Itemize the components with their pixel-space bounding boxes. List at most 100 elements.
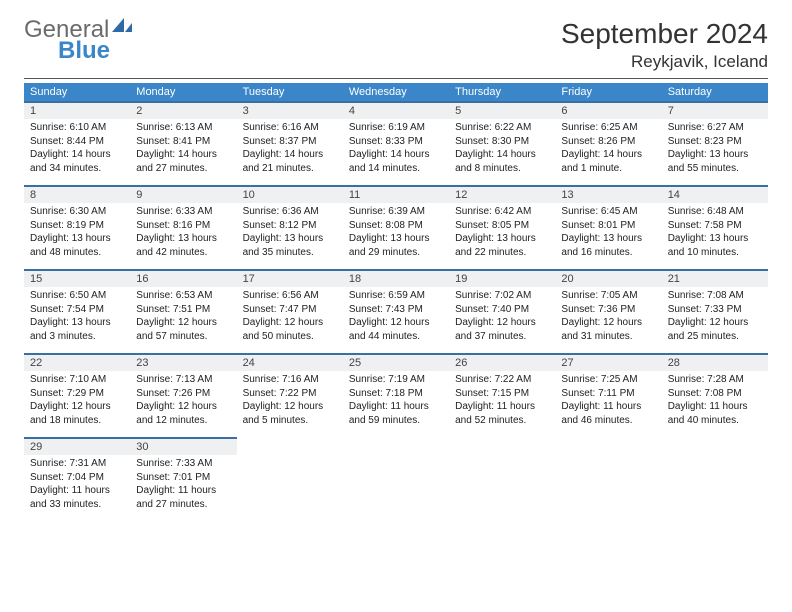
day-detail: Sunrise: 7:31 AMSunset: 7:04 PMDaylight:… xyxy=(24,455,130,515)
day-number: 10 xyxy=(237,185,343,203)
calendar-cell: 6Sunrise: 6:25 AMSunset: 8:26 PMDaylight… xyxy=(555,101,661,185)
day-detail-line: Daylight: 12 hours xyxy=(561,316,655,330)
calendar-cell: 22Sunrise: 7:10 AMSunset: 7:29 PMDayligh… xyxy=(24,353,130,437)
day-detail: Sunrise: 6:33 AMSunset: 8:16 PMDaylight:… xyxy=(130,203,236,263)
day-detail-line: Sunset: 8:08 PM xyxy=(349,219,443,233)
day-detail-line: Sunset: 8:37 PM xyxy=(243,135,337,149)
day-detail: Sunrise: 7:08 AMSunset: 7:33 PMDaylight:… xyxy=(662,287,768,347)
day-number: 4 xyxy=(343,101,449,119)
day-detail-line: Sunrise: 6:25 AM xyxy=(561,121,655,135)
day-detail-line: Sunrise: 7:08 AM xyxy=(668,289,762,303)
day-detail-line: Sunrise: 6:56 AM xyxy=(243,289,337,303)
day-detail-line: Sunset: 8:33 PM xyxy=(349,135,443,149)
day-number: 23 xyxy=(130,353,236,371)
weekday-thursday: Thursday xyxy=(449,83,555,101)
day-detail-line: Sunrise: 7:02 AM xyxy=(455,289,549,303)
day-detail-line: and 44 minutes. xyxy=(349,330,443,344)
day-detail-line: Daylight: 12 hours xyxy=(349,316,443,330)
day-detail: Sunrise: 6:30 AMSunset: 8:19 PMDaylight:… xyxy=(24,203,130,263)
calendar-row: 8Sunrise: 6:30 AMSunset: 8:19 PMDaylight… xyxy=(24,185,768,269)
day-detail-line: Sunset: 8:30 PM xyxy=(455,135,549,149)
day-detail: Sunrise: 7:02 AMSunset: 7:40 PMDaylight:… xyxy=(449,287,555,347)
day-detail-line: Sunrise: 7:19 AM xyxy=(349,373,443,387)
day-number: 18 xyxy=(343,269,449,287)
day-detail-line: Sunrise: 7:10 AM xyxy=(30,373,124,387)
day-number: 8 xyxy=(24,185,130,203)
day-number: 7 xyxy=(662,101,768,119)
day-detail-line: Sunset: 7:43 PM xyxy=(349,303,443,317)
day-detail-line: and 37 minutes. xyxy=(455,330,549,344)
day-number: 6 xyxy=(555,101,661,119)
day-detail-line: and 33 minutes. xyxy=(30,498,124,512)
day-detail-line: and 1 minute. xyxy=(561,162,655,176)
logo-blue: Blue xyxy=(58,39,110,63)
day-detail-line: Sunset: 7:15 PM xyxy=(455,387,549,401)
day-detail-line: and 55 minutes. xyxy=(668,162,762,176)
calendar-cell xyxy=(662,437,768,521)
day-detail-line: Daylight: 13 hours xyxy=(455,232,549,246)
day-detail: Sunrise: 6:25 AMSunset: 8:26 PMDaylight:… xyxy=(555,119,661,179)
day-detail-line: Sunset: 8:01 PM xyxy=(561,219,655,233)
day-detail: Sunrise: 6:48 AMSunset: 7:58 PMDaylight:… xyxy=(662,203,768,263)
day-detail-line: and 18 minutes. xyxy=(30,414,124,428)
day-detail-line: Sunrise: 6:27 AM xyxy=(668,121,762,135)
day-detail-line: Sunset: 7:58 PM xyxy=(668,219,762,233)
day-detail-line: Sunset: 7:47 PM xyxy=(243,303,337,317)
day-detail: Sunrise: 6:27 AMSunset: 8:23 PMDaylight:… xyxy=(662,119,768,179)
title-block: September 2024 Reykjavik, Iceland xyxy=(561,18,768,72)
day-detail: Sunrise: 6:53 AMSunset: 7:51 PMDaylight:… xyxy=(130,287,236,347)
day-detail-line: Sunset: 8:05 PM xyxy=(455,219,549,233)
day-number: 25 xyxy=(343,353,449,371)
day-number: 15 xyxy=(24,269,130,287)
day-detail-line: Daylight: 11 hours xyxy=(349,400,443,414)
day-detail-line: and 34 minutes. xyxy=(30,162,124,176)
day-detail-line: Daylight: 12 hours xyxy=(136,316,230,330)
day-detail: Sunrise: 6:10 AMSunset: 8:44 PMDaylight:… xyxy=(24,119,130,179)
day-detail-line: and 16 minutes. xyxy=(561,246,655,260)
day-detail-line: Daylight: 12 hours xyxy=(243,400,337,414)
day-detail-line: Sunset: 7:08 PM xyxy=(668,387,762,401)
day-detail-line: Sunrise: 7:13 AM xyxy=(136,373,230,387)
weekday-tuesday: Tuesday xyxy=(237,83,343,101)
day-number: 13 xyxy=(555,185,661,203)
day-detail-line: and 42 minutes. xyxy=(136,246,230,260)
day-number: 16 xyxy=(130,269,236,287)
day-number: 3 xyxy=(237,101,343,119)
day-detail-line: Sunset: 7:36 PM xyxy=(561,303,655,317)
day-number: 2 xyxy=(130,101,236,119)
day-detail-line: Sunrise: 6:13 AM xyxy=(136,121,230,135)
calendar-table: Sunday Monday Tuesday Wednesday Thursday… xyxy=(24,83,768,521)
day-detail-line: and 12 minutes. xyxy=(136,414,230,428)
logo-text-block: General Blue xyxy=(24,18,110,63)
day-detail-line: Daylight: 14 hours xyxy=(30,148,124,162)
calendar-cell: 19Sunrise: 7:02 AMSunset: 7:40 PMDayligh… xyxy=(449,269,555,353)
calendar-cell: 20Sunrise: 7:05 AMSunset: 7:36 PMDayligh… xyxy=(555,269,661,353)
day-detail-line: and 40 minutes. xyxy=(668,414,762,428)
calendar-cell: 27Sunrise: 7:25 AMSunset: 7:11 PMDayligh… xyxy=(555,353,661,437)
calendar-cell: 14Sunrise: 6:48 AMSunset: 7:58 PMDayligh… xyxy=(662,185,768,269)
day-number: 28 xyxy=(662,353,768,371)
day-detail-line: Sunrise: 6:50 AM xyxy=(30,289,124,303)
calendar-cell: 13Sunrise: 6:45 AMSunset: 8:01 PMDayligh… xyxy=(555,185,661,269)
day-detail: Sunrise: 7:33 AMSunset: 7:01 PMDaylight:… xyxy=(130,455,236,515)
day-detail-line: Sunset: 7:11 PM xyxy=(561,387,655,401)
calendar-cell: 7Sunrise: 6:27 AMSunset: 8:23 PMDaylight… xyxy=(662,101,768,185)
weekday-friday: Friday xyxy=(555,83,661,101)
day-detail-line: Sunset: 7:22 PM xyxy=(243,387,337,401)
day-detail: Sunrise: 6:22 AMSunset: 8:30 PMDaylight:… xyxy=(449,119,555,179)
weekday-wednesday: Wednesday xyxy=(343,83,449,101)
weekday-header-row: Sunday Monday Tuesday Wednesday Thursday… xyxy=(24,83,768,101)
day-detail-line: and 31 minutes. xyxy=(561,330,655,344)
day-detail-line: Daylight: 13 hours xyxy=(136,232,230,246)
calendar-cell: 3Sunrise: 6:16 AMSunset: 8:37 PMDaylight… xyxy=(237,101,343,185)
day-detail-line: Daylight: 13 hours xyxy=(561,232,655,246)
day-detail-line: Daylight: 13 hours xyxy=(668,232,762,246)
day-detail-line: Sunrise: 7:22 AM xyxy=(455,373,549,387)
calendar-cell: 28Sunrise: 7:28 AMSunset: 7:08 PMDayligh… xyxy=(662,353,768,437)
day-detail-line: Daylight: 13 hours xyxy=(668,148,762,162)
day-detail-line: Sunrise: 7:16 AM xyxy=(243,373,337,387)
day-detail-line: Sunrise: 6:36 AM xyxy=(243,205,337,219)
day-detail: Sunrise: 6:56 AMSunset: 7:47 PMDaylight:… xyxy=(237,287,343,347)
day-detail-line: Daylight: 14 hours xyxy=(243,148,337,162)
logo: General Blue xyxy=(24,18,132,63)
